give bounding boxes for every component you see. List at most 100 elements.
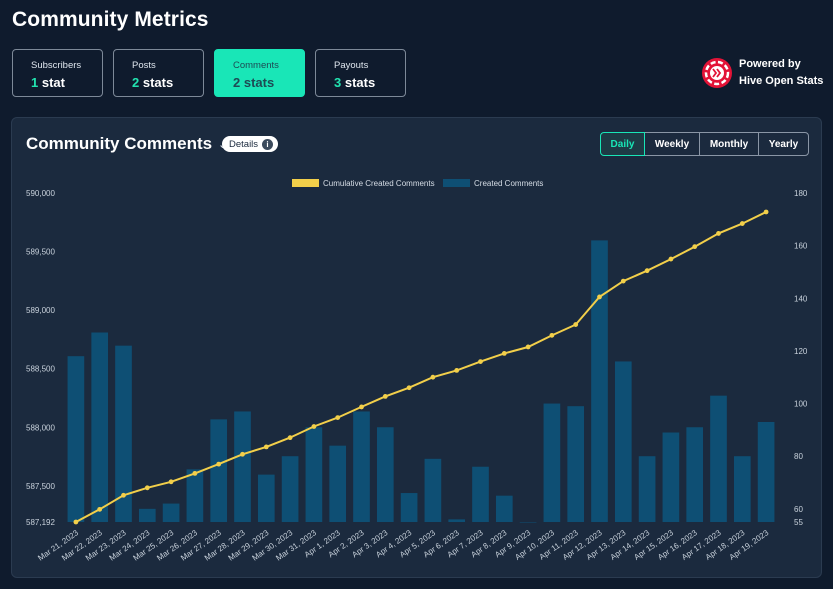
stat-label: Payouts xyxy=(334,60,369,71)
line-point xyxy=(549,332,555,338)
line-point xyxy=(121,492,126,498)
stat-count: 2 xyxy=(132,75,140,90)
comments-chart-panel: Community Comments ⌄ Details i Daily Wee… xyxy=(11,117,822,578)
bar xyxy=(400,493,418,522)
range-daily-button[interactable]: Daily xyxy=(600,132,645,156)
bar xyxy=(281,456,299,522)
bar xyxy=(234,411,251,522)
line-point xyxy=(406,385,412,391)
line-point xyxy=(430,374,436,380)
line-point xyxy=(240,451,245,457)
stat-card-comments[interactable]: Comments 2 stats xyxy=(214,49,305,97)
line-point xyxy=(192,470,198,476)
stat-unit: stat xyxy=(41,75,65,90)
line-point xyxy=(144,485,150,491)
bar xyxy=(353,411,370,522)
line-point xyxy=(73,519,79,525)
stat-count: 2 xyxy=(233,75,241,90)
left-axis-tick-label: 587,192 xyxy=(26,518,55,527)
range-yearly-button[interactable]: Yearly xyxy=(758,132,809,156)
right-axis-tick-label: 55 xyxy=(794,518,803,527)
left-axis-tick-label: 588,500 xyxy=(26,365,55,374)
page-title: Community Metrics xyxy=(12,8,209,31)
left-axis-tick-label: 590,000 xyxy=(26,189,55,198)
bar xyxy=(686,427,704,522)
stat-count: 3 xyxy=(334,75,342,90)
stat-card-posts[interactable]: Posts 2 stats xyxy=(113,49,204,97)
line-point xyxy=(620,278,626,284)
line-point xyxy=(597,294,602,300)
legend-swatch[interactable] xyxy=(292,179,319,187)
line-point xyxy=(692,244,698,250)
legend-label[interactable]: Created Comments xyxy=(474,179,543,188)
right-axis-tick-label: 120 xyxy=(794,347,808,356)
line-point xyxy=(382,393,388,399)
left-axis-tick-label: 589,500 xyxy=(26,248,55,257)
bar xyxy=(162,503,180,522)
bar xyxy=(329,445,347,522)
stat-count: 1 xyxy=(31,75,39,90)
line-point xyxy=(573,322,579,327)
bar xyxy=(757,421,775,522)
line-point xyxy=(644,268,650,274)
line-point xyxy=(525,344,531,350)
right-axis-tick-label: 100 xyxy=(794,400,808,409)
line-point xyxy=(335,415,341,421)
stat-card-subscribers[interactable]: Subscribers 1 stat xyxy=(12,49,103,97)
line-point xyxy=(97,506,103,512)
line-point xyxy=(216,461,222,467)
bar xyxy=(257,474,275,522)
stat-unit: stats xyxy=(142,75,174,90)
comments-chart: Cumulative Created Comments Created Comme… xyxy=(26,179,808,563)
stat-card-payouts[interactable]: Payouts 3 stats xyxy=(315,49,406,97)
bar xyxy=(376,427,394,522)
bar xyxy=(614,361,632,522)
left-axis-tick-label: 587,500 xyxy=(26,482,55,491)
stat-label: Subscribers xyxy=(31,60,82,71)
bar xyxy=(567,406,585,522)
right-axis-tick-label: 140 xyxy=(794,294,808,303)
stat-label: Comments xyxy=(233,60,279,71)
bar xyxy=(495,495,513,522)
bar xyxy=(543,403,561,522)
line-point xyxy=(359,404,364,410)
powered-by-brand: Hive Open Stats xyxy=(739,75,824,87)
details-button[interactable]: Details i xyxy=(222,136,279,152)
right-axis-tick-label: 60 xyxy=(794,505,803,514)
line-point xyxy=(168,479,174,485)
powered-by-label: Powered by xyxy=(739,58,801,70)
panel-title: Community Comments xyxy=(26,134,213,153)
hive-open-stats-logo-icon xyxy=(702,58,732,88)
legend-swatch[interactable] xyxy=(443,179,470,187)
line-point xyxy=(478,359,483,365)
bar xyxy=(210,419,228,522)
stat-label: Posts xyxy=(132,60,156,71)
bar xyxy=(638,456,656,522)
cumulative-line xyxy=(75,211,767,523)
range-monthly-button[interactable]: Monthly xyxy=(699,132,759,156)
bar xyxy=(519,522,537,523)
right-axis-tick-label: 160 xyxy=(794,242,808,251)
range-selector: Daily Weekly Monthly Yearly xyxy=(600,132,809,156)
right-axis-tick-label: 80 xyxy=(794,452,803,461)
left-axis-tick-label: 588,000 xyxy=(26,423,55,432)
bar xyxy=(91,332,109,522)
bar xyxy=(186,469,204,522)
line-point xyxy=(763,209,769,215)
bar xyxy=(710,395,727,522)
bar xyxy=(472,466,489,522)
bar xyxy=(67,356,85,522)
bar xyxy=(733,456,751,522)
legend-label[interactable]: Cumulative Created Comments xyxy=(323,179,435,188)
info-icon: i xyxy=(262,138,274,150)
line-point xyxy=(716,231,721,236)
bar xyxy=(424,458,442,522)
bar xyxy=(448,519,466,522)
bar xyxy=(305,427,323,522)
line-point xyxy=(739,221,745,226)
bar xyxy=(115,345,132,522)
line-point xyxy=(501,350,507,356)
bar xyxy=(662,432,680,522)
bar xyxy=(138,508,156,522)
line-point xyxy=(311,424,317,429)
